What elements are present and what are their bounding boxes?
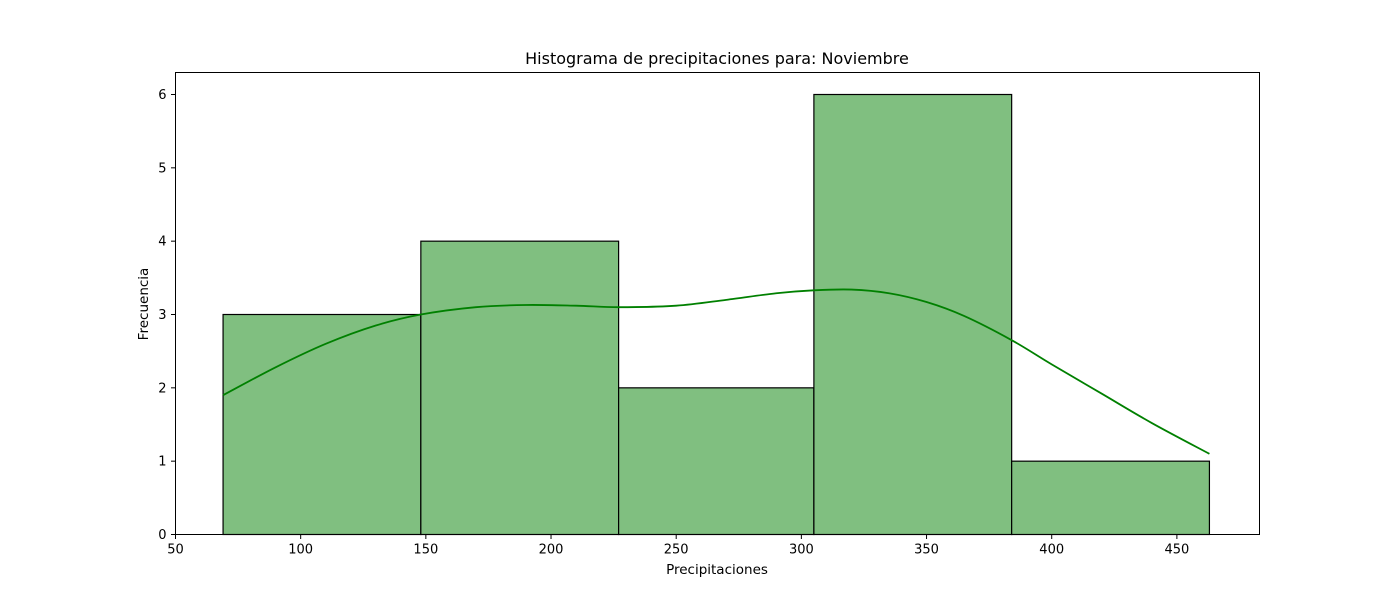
x-tick-label: 50 [167, 543, 184, 558]
y-tick-label: 1 [158, 455, 166, 470]
y-ticks: 0 1 2 3 4 5 6 [158, 88, 176, 543]
x-ticks: 50 100 150 200 250 300 350 400 450 [167, 534, 1189, 558]
x-tick-label: 400 [1039, 543, 1064, 558]
x-tick-label: 450 [1164, 543, 1189, 558]
histogram-bar-5 [1011, 460, 1211, 536]
y-tick-label: 3 [158, 308, 166, 323]
y-tick-label: 5 [158, 161, 166, 176]
kde-layer [222, 288, 1210, 455]
histogram-bar-4 [813, 93, 1013, 536]
x-tick-label: 100 [288, 543, 313, 558]
x-tick-label: 250 [664, 543, 689, 558]
y-tick-label: 2 [158, 381, 166, 396]
x-axis-label: Precipitaciones [666, 562, 768, 578]
x-tick-label: 200 [539, 543, 564, 558]
y-tick-label: 0 [158, 528, 166, 543]
histogram-bar-2 [420, 240, 620, 536]
x-tick-label: 300 [789, 543, 814, 558]
y-tick-label: 6 [158, 88, 166, 103]
x-tick-label: 350 [914, 543, 939, 558]
chart-title: Histograma de precipitaciones para: Novi… [525, 49, 909, 68]
histogram-bar-1 [222, 313, 422, 536]
plot-frame [175, 72, 1260, 535]
bars-layer [222, 93, 1211, 536]
y-tick-label: 4 [158, 235, 166, 250]
histogram-bar-3 [618, 387, 815, 536]
y-axis-label: Frecuencia [136, 268, 152, 341]
kde-curve [222, 288, 1210, 455]
x-tick-label: 150 [413, 543, 438, 558]
